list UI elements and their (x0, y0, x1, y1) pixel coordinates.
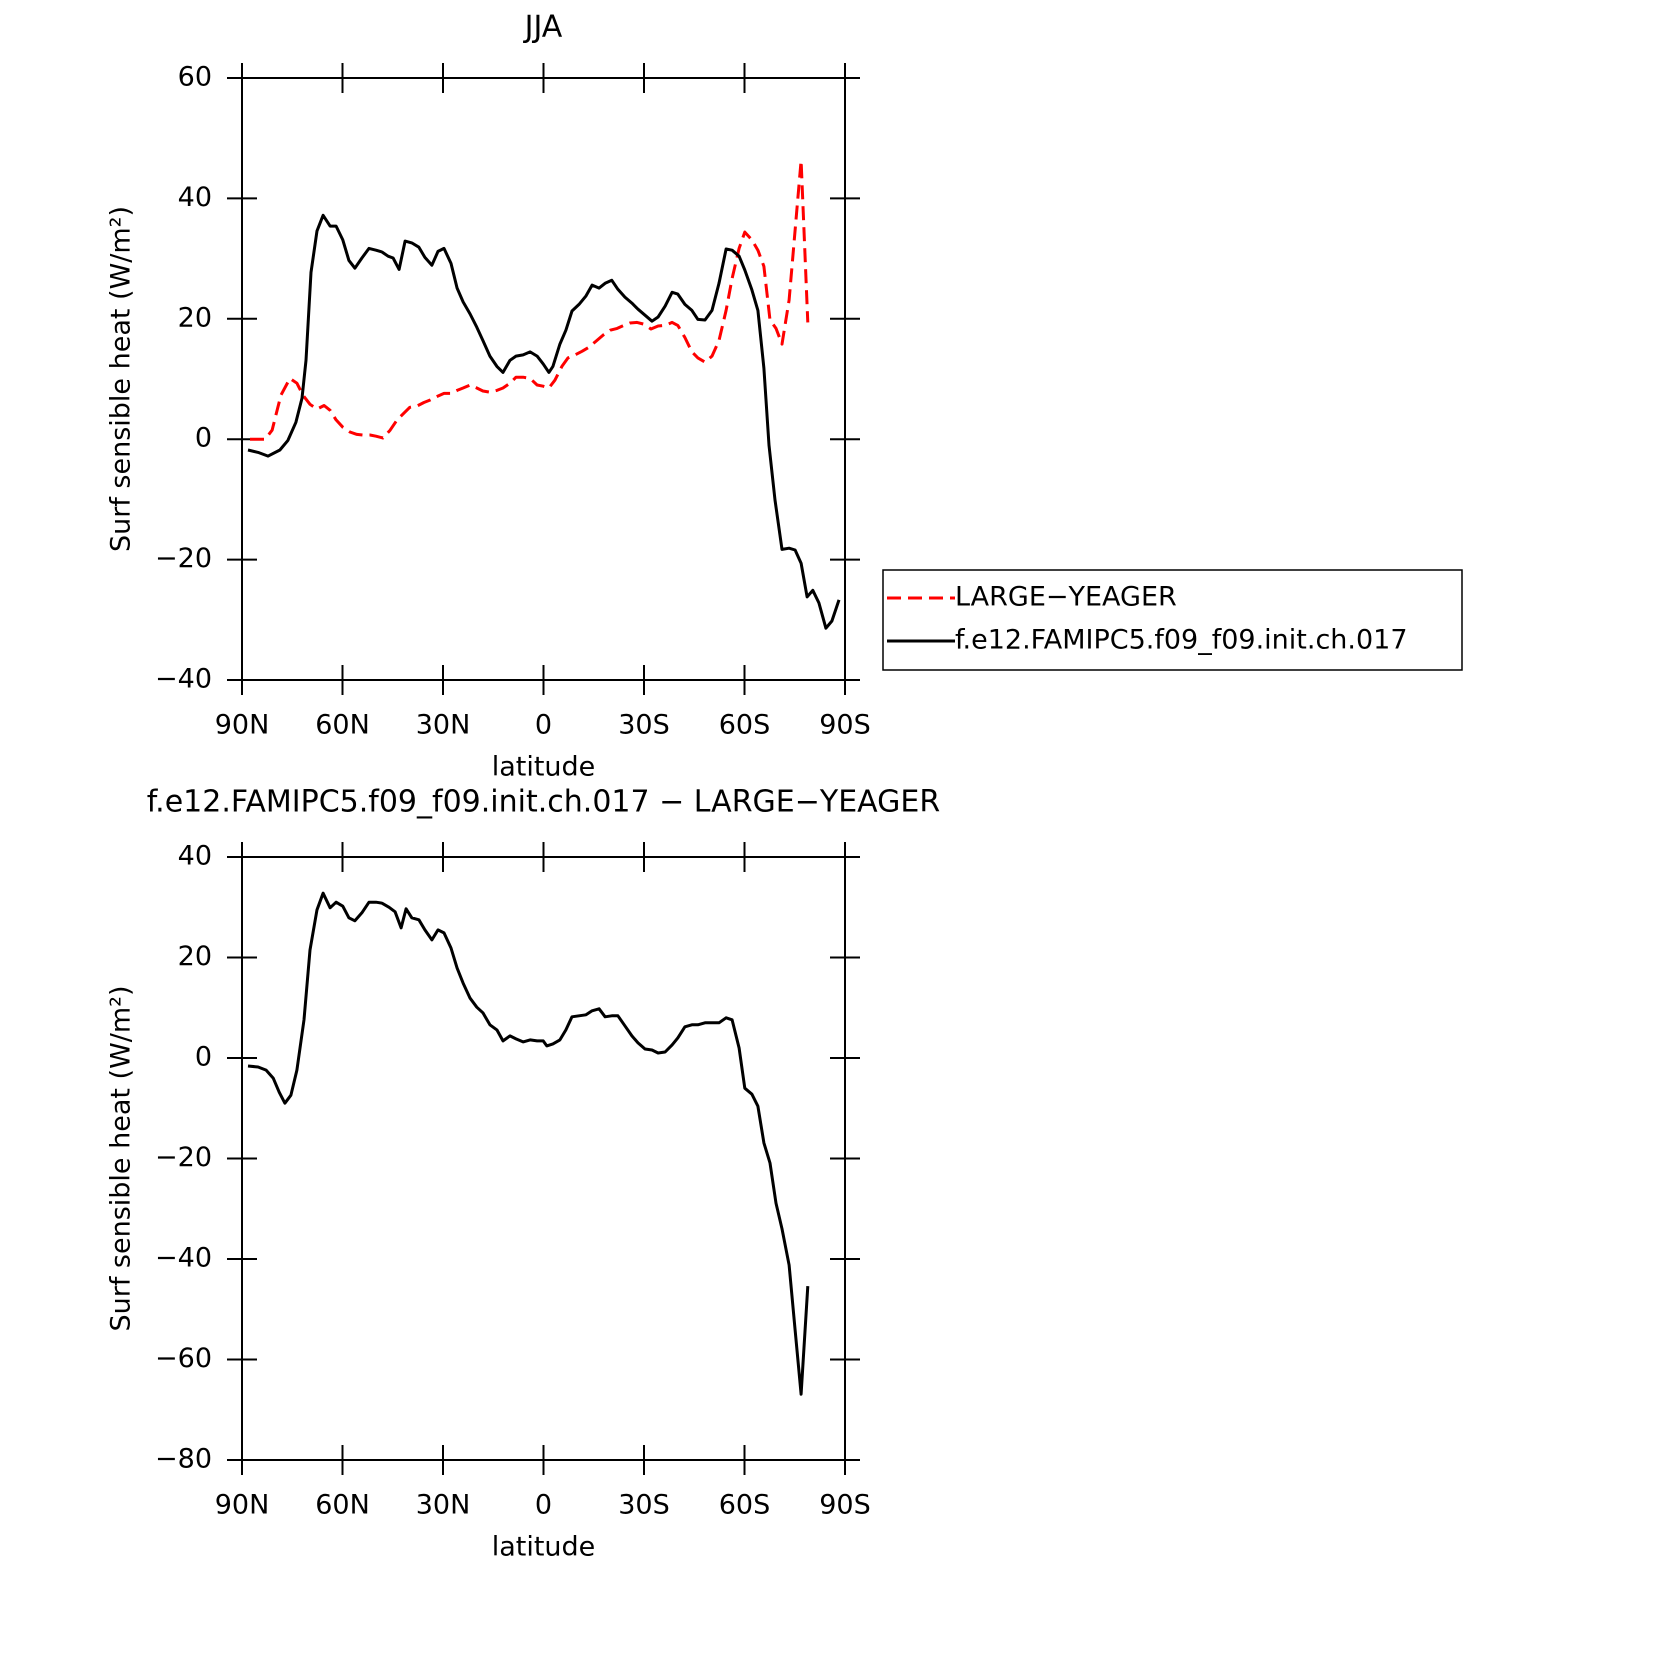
x-tick-label: 60N (315, 1490, 370, 1521)
y-tick-label: −40 (155, 1243, 212, 1274)
chart-title: f.e12.FAMIPC5.f09_f09.init.ch.017 − LARG… (147, 785, 940, 820)
x-tick-label: 90N (215, 1490, 270, 1521)
y-tick-label: 60 (178, 62, 212, 93)
y-tick-label: 20 (178, 302, 212, 333)
x-tick-label: 90N (215, 710, 270, 741)
x-tick-label: 90S (819, 710, 871, 741)
panel: JJA latitude Surf sensible heat (W/m²) −40 −… (106, 10, 1463, 783)
x-tick-label: 0 (535, 710, 552, 741)
plot-frame (241, 856, 846, 1461)
y-axis-label: Surf sensible heat (W/m²) (106, 985, 137, 1331)
y-tick-label: 40 (178, 841, 212, 872)
y-tick-label: 0 (195, 423, 212, 454)
chart-title: JJA (523, 10, 563, 45)
x-axis-label: latitude (492, 752, 596, 783)
y-tick-label: −20 (155, 543, 212, 574)
legend-label: f.e12.FAMIPC5.f09_f09.init.ch.017 (955, 625, 1408, 656)
x-tick-label: 30N (416, 710, 471, 741)
y-tick-label: −80 (155, 1444, 212, 1475)
x-tick-label: 30S (618, 710, 670, 741)
y-tick-label: 0 (195, 1042, 212, 1073)
y-tick-label: 40 (178, 182, 212, 213)
y-tick-label: −40 (155, 664, 212, 695)
x-tick-label: 60N (315, 710, 370, 741)
x-tick-label: 0 (535, 1490, 552, 1521)
y-tick-label: −60 (155, 1343, 212, 1374)
legend-box (882, 569, 1463, 671)
plot-frame (241, 77, 846, 681)
x-tick-label: 30S (618, 1490, 670, 1521)
y-tick-label: −20 (155, 1142, 212, 1173)
legend: LARGE−YEAGER f.e12.FAMIPC5.f09_f09.init.c… (882, 569, 1463, 671)
x-tick-label: 30N (416, 1490, 471, 1521)
data-line (250, 159, 810, 441)
x-axis-label: latitude (492, 1532, 596, 1563)
panel: f.e12.FAMIPC5.f09_f09.init.ch.017 − LARG… (106, 785, 941, 1563)
y-axis-label: Surf sensible heat (W/m²) (106, 206, 137, 552)
x-tick-label: 90S (819, 1490, 871, 1521)
legend-label: LARGE−YEAGER (955, 582, 1177, 613)
data-line (247, 891, 810, 1396)
y-tick-label: 20 (178, 941, 212, 972)
x-tick-label: 60S (719, 1490, 771, 1521)
x-tick-label: 60S (719, 710, 771, 741)
data-line (247, 213, 841, 630)
